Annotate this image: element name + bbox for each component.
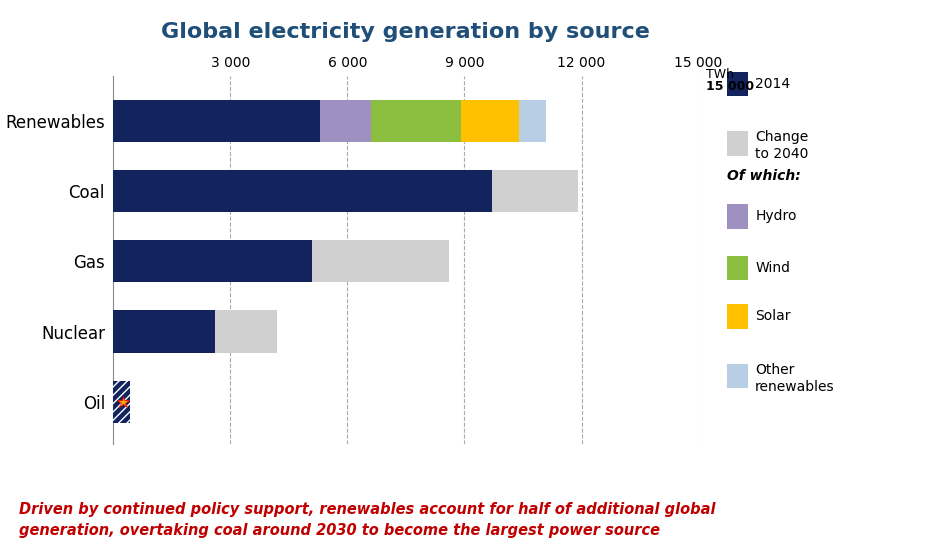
Bar <box>113 380 129 423</box>
Text: renewables: renewables <box>755 380 834 394</box>
Bar <box>113 170 492 213</box>
Text: Of which:: Of which: <box>727 169 801 183</box>
Bar <box>113 100 320 142</box>
Bar <box>113 380 129 423</box>
Text: Hydro: Hydro <box>755 209 797 223</box>
Text: Global electricity generation by source: Global electricity generation by source <box>161 22 650 42</box>
Text: to 2040: to 2040 <box>755 147 809 161</box>
Bar <box>312 240 448 282</box>
Text: 15 000: 15 000 <box>706 80 754 93</box>
Text: TWh: TWh <box>706 68 734 81</box>
Bar <box>519 100 547 142</box>
Text: 2014: 2014 <box>755 77 790 91</box>
Text: Other: Other <box>755 362 795 377</box>
Text: Driven by continued policy support, renewables account for half of additional gl: Driven by continued policy support, rene… <box>19 502 716 538</box>
Bar <box>371 100 461 142</box>
Text: Solar: Solar <box>755 309 791 324</box>
Bar <box>461 100 519 142</box>
Bar <box>214 311 278 353</box>
Bar <box>320 100 371 142</box>
Bar <box>113 240 312 282</box>
Text: Wind: Wind <box>755 261 790 275</box>
Bar <box>113 311 214 353</box>
Bar <box>492 170 578 213</box>
Text: Change: Change <box>755 130 808 144</box>
